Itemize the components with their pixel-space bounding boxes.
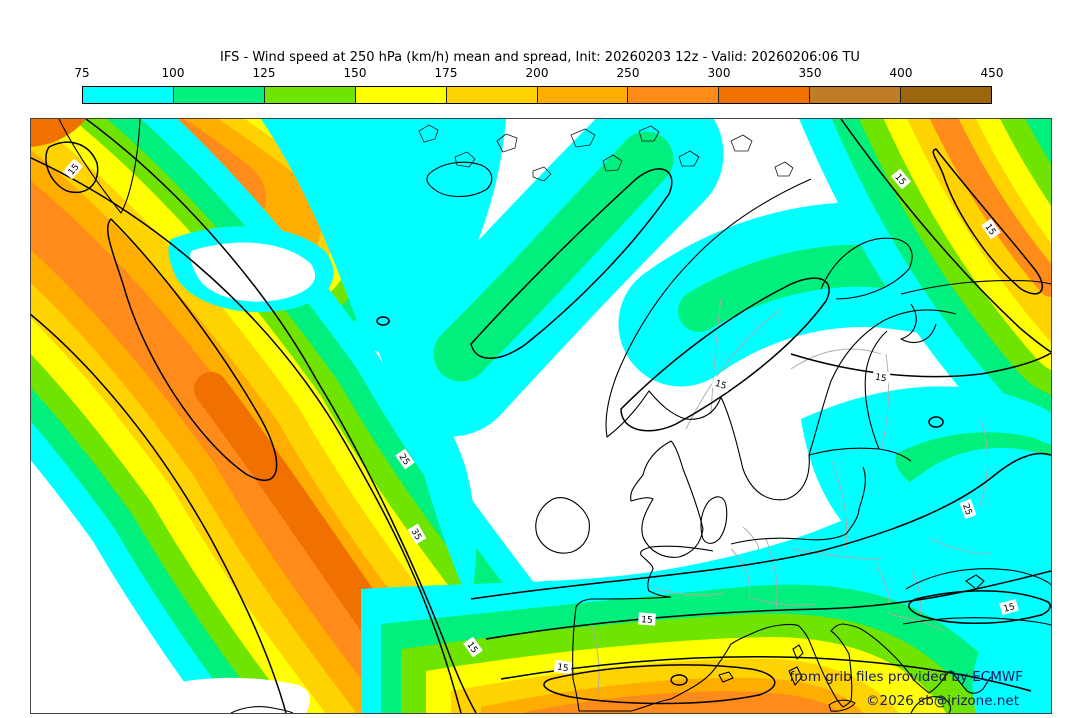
colorbar-scale bbox=[82, 86, 992, 104]
colorbar-segment-250-300 bbox=[628, 87, 720, 103]
contour-label: 15 bbox=[871, 369, 891, 385]
contour-label: 15 bbox=[553, 659, 573, 674]
spread-contours bbox=[31, 119, 1051, 713]
attribution-line1: from grib files provided by ECMWF bbox=[790, 669, 1023, 685]
contour-label: 25 bbox=[959, 498, 977, 520]
colorbar-segment-125-150 bbox=[264, 87, 356, 103]
colorbar-tick-150: 150 bbox=[343, 66, 367, 80]
colorbar-tick-250: 250 bbox=[616, 66, 640, 80]
attribution: from grib files provided by ECMWF ©2026 … bbox=[790, 669, 1023, 709]
contour-label: 15 bbox=[638, 612, 656, 626]
colorbar-segment-75-100 bbox=[83, 87, 174, 103]
contour-label: 15 bbox=[711, 375, 731, 393]
colorbar-segment-200-250 bbox=[537, 87, 629, 103]
svg-text:15: 15 bbox=[641, 615, 653, 626]
colorbar-tick-350: 350 bbox=[798, 66, 822, 80]
colorbar-tick-450: 450 bbox=[980, 66, 1004, 80]
colorbar-tick-125: 125 bbox=[252, 66, 276, 80]
colorbar-tick-75: 75 bbox=[74, 66, 90, 80]
colorbar: 75 100 125 150 175 200 250 300 350 400 450 bbox=[74, 66, 1003, 104]
svg-text:15: 15 bbox=[714, 379, 728, 392]
svg-text:15: 15 bbox=[556, 663, 569, 674]
colorbar-tick-400: 400 bbox=[889, 66, 913, 80]
colorbar-tick-200: 200 bbox=[525, 66, 549, 80]
colorbar-segment-150-175 bbox=[355, 87, 447, 103]
colorbar-tick-175: 175 bbox=[434, 66, 458, 80]
colorbar-segment-300-350 bbox=[719, 87, 811, 103]
colorbar-tick-100: 100 bbox=[161, 66, 185, 80]
svg-text:25: 25 bbox=[960, 502, 973, 516]
map-title: IFS - Wind speed at 250 hPa (km/h) mean … bbox=[220, 50, 860, 65]
contour-label: 15 bbox=[999, 599, 1019, 615]
wind-speed-field bbox=[31, 119, 1051, 713]
map-frame: 15 25 35 15 15 15 15 15 15 15 25 15 from grib files… bbox=[30, 118, 1052, 714]
colorbar-segment-175-200 bbox=[446, 87, 538, 103]
colorbar-segment-100-125 bbox=[173, 87, 265, 103]
contour-label: 35 bbox=[407, 523, 427, 545]
colorbar-tick-300: 300 bbox=[707, 66, 731, 80]
svg-text:15: 15 bbox=[1003, 602, 1017, 615]
colorbar-segment-350-400 bbox=[810, 87, 902, 103]
attribution-line2: ©2026 sb@irizone.net bbox=[866, 693, 1019, 709]
colorbar-segment-400-450 bbox=[901, 87, 992, 103]
svg-text:35: 35 bbox=[409, 527, 423, 542]
svg-text:15: 15 bbox=[874, 373, 887, 385]
